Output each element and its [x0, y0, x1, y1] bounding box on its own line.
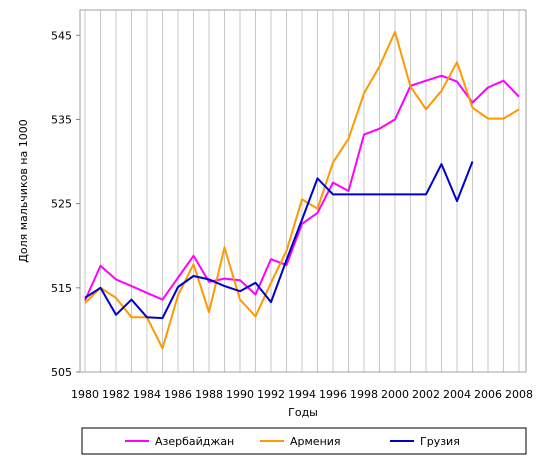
x-axis-label: Годы: [288, 406, 318, 419]
series-lines: [84, 30, 520, 350]
x-tick-label: 1980: [71, 388, 99, 401]
x-tick-label: 2006: [474, 388, 502, 401]
plot-border: [79, 9, 527, 373]
y-axis-label: Доля мальчиков на 1000: [17, 119, 30, 262]
x-tick-label: 1996: [319, 388, 347, 401]
x-tick-label: 1982: [102, 388, 130, 401]
y-tick-label: 525: [51, 198, 72, 211]
legend: Азербайджан Армения Грузия: [81, 427, 527, 455]
y-tick-label: 535: [51, 113, 72, 126]
series-line: [84, 74, 520, 301]
x-tick-label: 2000: [381, 388, 409, 401]
y-tick-label: 505: [51, 366, 72, 379]
legend-label: Грузия: [420, 435, 460, 448]
y-axis-ticks: 505 515 525 535 545: [51, 29, 80, 379]
x-tick-label: 2008: [505, 388, 533, 401]
x-tick-label: 1994: [288, 388, 316, 401]
x-tick-label: 1998: [350, 388, 378, 401]
x-tick-label: 1988: [195, 388, 223, 401]
legend-label: Армения: [290, 435, 341, 448]
grid-lines: [84, 10, 520, 372]
legend-items: Азербайджан Армения Грузия: [125, 435, 460, 448]
y-tick-label: 515: [51, 282, 72, 295]
series-line: [84, 161, 474, 320]
legend-label: Азербайджан: [155, 435, 234, 448]
x-tick-label: 1990: [226, 388, 254, 401]
series-line: [84, 30, 520, 350]
x-axis-ticks: 1980 1982 1984 1986 1988 1990 1992 1994 1996 1998…: [71, 388, 533, 401]
x-tick-label: 2004: [443, 388, 471, 401]
legend-box: [81, 427, 527, 455]
x-tick-label: 2002: [412, 388, 440, 401]
x-tick-label: 1986: [164, 388, 192, 401]
x-tick-label: 1992: [257, 388, 285, 401]
x-tick-label: 1984: [133, 388, 161, 401]
y-tick-label: 545: [51, 29, 72, 42]
